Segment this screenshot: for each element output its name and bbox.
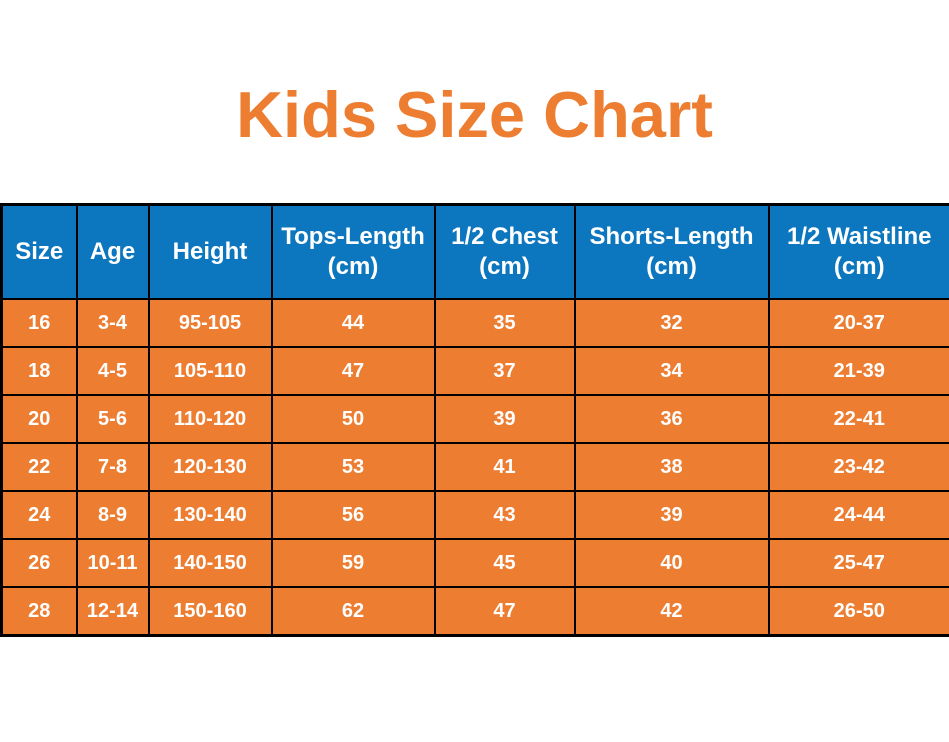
cell-size: 16 bbox=[0, 298, 78, 348]
cell-size: 22 bbox=[0, 442, 78, 492]
table-row: 20 5-6 110-120 50 39 36 22-41 bbox=[0, 394, 949, 444]
cell-shorts-length: 42 bbox=[573, 586, 770, 637]
cell-half-chest: 45 bbox=[433, 538, 576, 588]
cell-half-waistline: 23-42 bbox=[767, 442, 949, 492]
table-row: 28 12-14 150-160 62 47 42 26-50 bbox=[0, 586, 949, 637]
cell-height: 150-160 bbox=[147, 586, 273, 637]
column-header-age: Age bbox=[75, 203, 150, 300]
cell-half-chest: 35 bbox=[433, 298, 576, 348]
column-header-height: Height bbox=[147, 203, 273, 300]
cell-half-chest: 47 bbox=[433, 586, 576, 637]
cell-height: 105-110 bbox=[147, 346, 273, 396]
cell-shorts-length: 38 bbox=[573, 442, 770, 492]
column-header-tops-length: Tops-Length (cm) bbox=[270, 203, 436, 300]
cell-tops-length: 53 bbox=[270, 442, 436, 492]
column-header-size: Size bbox=[0, 203, 78, 300]
cell-half-waistline: 26-50 bbox=[767, 586, 949, 637]
column-header-half-chest: 1/2 Chest (cm) bbox=[433, 203, 576, 300]
cell-tops-length: 44 bbox=[270, 298, 436, 348]
cell-tops-length: 47 bbox=[270, 346, 436, 396]
cell-age: 4-5 bbox=[75, 346, 150, 396]
cell-half-waistline: 21-39 bbox=[767, 346, 949, 396]
cell-shorts-length: 32 bbox=[573, 298, 770, 348]
cell-size: 18 bbox=[0, 346, 78, 396]
cell-height: 110-120 bbox=[147, 394, 273, 444]
page-title: Kids Size Chart bbox=[236, 78, 713, 151]
cell-age: 5-6 bbox=[75, 394, 150, 444]
cell-height: 140-150 bbox=[147, 538, 273, 588]
cell-shorts-length: 40 bbox=[573, 538, 770, 588]
cell-half-waistline: 25-47 bbox=[767, 538, 949, 588]
cell-size: 28 bbox=[0, 586, 78, 637]
table-row: 22 7-8 120-130 53 41 38 23-42 bbox=[0, 442, 949, 492]
cell-half-waistline: 24-44 bbox=[767, 490, 949, 540]
cell-age: 8-9 bbox=[75, 490, 150, 540]
cell-shorts-length: 36 bbox=[573, 394, 770, 444]
cell-half-chest: 39 bbox=[433, 394, 576, 444]
cell-half-waistline: 20-37 bbox=[767, 298, 949, 348]
cell-tops-length: 50 bbox=[270, 394, 436, 444]
table-row: 24 8-9 130-140 56 43 39 24-44 bbox=[0, 490, 949, 540]
cell-half-chest: 41 bbox=[433, 442, 576, 492]
cell-tops-length: 59 bbox=[270, 538, 436, 588]
cell-height: 95-105 bbox=[147, 298, 273, 348]
cell-tops-length: 56 bbox=[270, 490, 436, 540]
cell-age: 10-11 bbox=[75, 538, 150, 588]
cell-age: 7-8 bbox=[75, 442, 150, 492]
cell-age: 3-4 bbox=[75, 298, 150, 348]
cell-shorts-length: 39 bbox=[573, 490, 770, 540]
cell-half-waistline: 22-41 bbox=[767, 394, 949, 444]
cell-shorts-length: 34 bbox=[573, 346, 770, 396]
table-header-row: Size Age Height Tops-Length (cm) 1/2 Che… bbox=[0, 203, 949, 300]
cell-age: 12-14 bbox=[75, 586, 150, 637]
cell-size: 24 bbox=[0, 490, 78, 540]
cell-size: 26 bbox=[0, 538, 78, 588]
column-header-half-waistline: 1/2 Waistline (cm) bbox=[767, 203, 949, 300]
cell-height: 130-140 bbox=[147, 490, 273, 540]
table-row: 18 4-5 105-110 47 37 34 21-39 bbox=[0, 346, 949, 396]
cell-height: 120-130 bbox=[147, 442, 273, 492]
table-row: 26 10-11 140-150 59 45 40 25-47 bbox=[0, 538, 949, 588]
cell-tops-length: 62 bbox=[270, 586, 436, 637]
cell-size: 20 bbox=[0, 394, 78, 444]
kids-size-table: Size Age Height Tops-Length (cm) 1/2 Che… bbox=[0, 203, 949, 637]
table-row: 16 3-4 95-105 44 35 32 20-37 bbox=[0, 298, 949, 348]
cell-half-chest: 37 bbox=[433, 346, 576, 396]
cell-half-chest: 43 bbox=[433, 490, 576, 540]
column-header-shorts-length: Shorts-Length (cm) bbox=[573, 203, 770, 300]
